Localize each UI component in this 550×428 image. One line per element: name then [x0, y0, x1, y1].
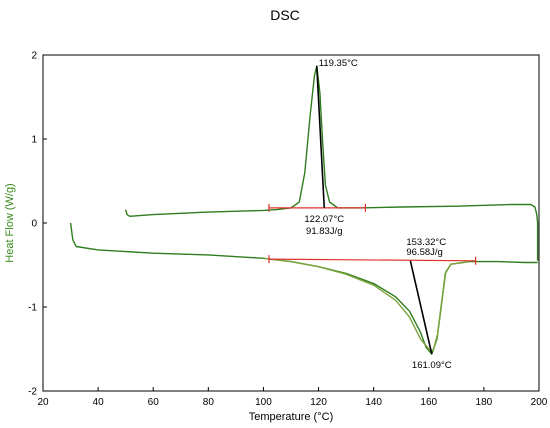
- x-tick-label: 60: [148, 397, 160, 408]
- y-tick-label: 0: [31, 219, 37, 230]
- baseline-layer: [268, 203, 477, 265]
- series-line-2: [69, 222, 538, 355]
- y-axis-label: Heat Flow (W/g): [4, 183, 16, 262]
- x-tick-label: 140: [365, 397, 382, 408]
- y-axis: -2 -1 0 1 2: [28, 51, 47, 398]
- series-line-1: [125, 65, 539, 261]
- x-tick-label: 180: [476, 397, 493, 408]
- x-tick-label: 80: [203, 397, 215, 408]
- y-tick-label: -1: [28, 303, 37, 314]
- annotation-label: 122.07°C: [304, 214, 344, 225]
- baseline-2: [268, 258, 476, 262]
- y-tick-label: 2: [31, 51, 37, 62]
- x-axis-label: Temperature (°C): [249, 411, 333, 423]
- x-tick-label: 20: [37, 397, 49, 408]
- x-tick-label: 100: [255, 397, 272, 408]
- series-line-3: [263, 257, 471, 352]
- x-tick-label: 120: [310, 397, 327, 408]
- y-tick-label: -2: [28, 387, 37, 398]
- annotation-label: 153.32°C: [406, 237, 446, 248]
- tangent-line-2: [409, 260, 433, 355]
- x-tick-label: 40: [93, 397, 105, 408]
- annotation-label: 119.35°C: [319, 58, 358, 69]
- series-layer: [69, 65, 539, 355]
- tangent-line-1: [315, 65, 326, 208]
- annotation-layer: 119.35°C 122.07°C91.83J/g 153.32°C96.58J/g…: [304, 58, 451, 371]
- x-tick-label: 200: [531, 397, 548, 408]
- chart-title: DSC: [270, 7, 300, 23]
- tangent-layer: [315, 65, 433, 355]
- annotation-label: 91.83J/g: [306, 226, 342, 237]
- y-tick-label: 1: [31, 135, 37, 146]
- x-tick-label: 160: [420, 397, 437, 408]
- x-axis: 20 40 60 80 100 120 140 160 180 200: [37, 387, 548, 408]
- annotation-label: 96.58J/g: [406, 247, 442, 258]
- annotation-label: 161.09°C: [412, 360, 452, 371]
- plot-area-frame: [42, 54, 540, 392]
